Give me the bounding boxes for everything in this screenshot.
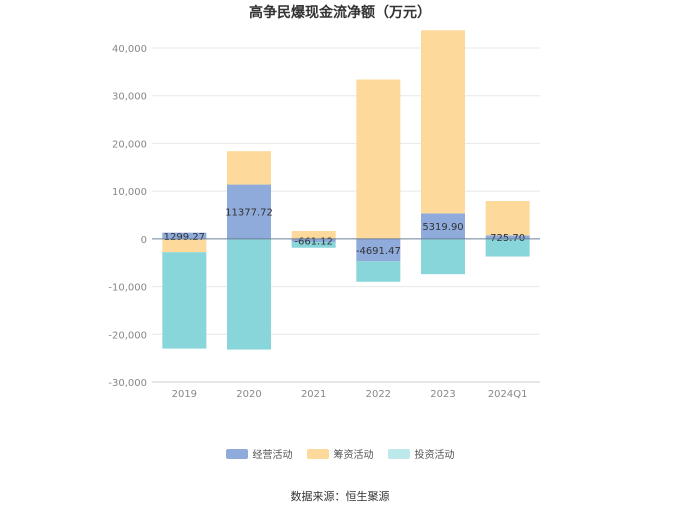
bar-financing	[356, 79, 401, 239]
legend-item-investing[interactable]: 投资活动	[387, 446, 455, 461]
x-tick-label: 2020	[236, 389, 261, 400]
data-label: -4691.47	[356, 246, 401, 257]
bar-investing	[485, 238, 530, 257]
data-label: 11377.72	[225, 208, 273, 219]
legend-label-financing: 筹资活动	[333, 450, 374, 461]
y-tick-label: 20,000	[112, 139, 147, 150]
y-tick-label: -10,000	[108, 283, 147, 294]
y-tick-label: 30,000	[112, 92, 147, 103]
bar-financing	[227, 151, 271, 185]
bar-operating	[421, 213, 465, 239]
bar-financing	[291, 230, 336, 239]
legend-swatch-operating	[225, 448, 248, 459]
legend-item-financing[interactable]: 筹资活动	[306, 446, 374, 461]
bar-financing	[162, 238, 207, 253]
y-tick-label: -20,000	[108, 330, 147, 341]
x-tick-label: 2023	[430, 389, 455, 400]
bar-operating	[162, 232, 207, 239]
bar-financing	[485, 201, 530, 236]
x-tick-label: 2024Q1	[488, 389, 528, 400]
y-tick-label: 40,000	[112, 44, 147, 55]
y-tick-label: 10,000	[112, 187, 147, 198]
chart-legend: 经营活动 筹资活动 投资活动	[0, 446, 680, 461]
x-tick-label: 2022	[366, 389, 391, 400]
chart-source: 数据来源：恒生聚源	[290, 490, 390, 503]
legend-item-operating[interactable]: 经营活动	[225, 446, 293, 461]
bar-financing	[421, 30, 465, 214]
legend-label-investing: 投资活动	[414, 450, 455, 461]
bar-operating	[227, 184, 271, 239]
y-tick-label: -30,000	[108, 378, 147, 389]
bar-operating	[291, 238, 336, 243]
legend-swatch-financing	[306, 448, 329, 459]
bar-investing	[291, 242, 336, 248]
data-label: 5319.90	[422, 222, 463, 233]
x-tick-label: 2021	[301, 389, 326, 400]
bar-operating	[356, 238, 401, 262]
data-label: 1299.27	[164, 232, 205, 243]
bar-investing	[421, 238, 465, 275]
bar-investing	[227, 238, 271, 350]
bar-investing	[356, 261, 401, 282]
legend-label-operating: 经营活动	[252, 450, 293, 461]
data-label: -661.12	[294, 236, 333, 247]
legend-swatch-investing	[387, 448, 410, 459]
bar-operating	[485, 235, 530, 239]
y-tick-label: 0	[141, 235, 147, 246]
chart-title: 高争民爆现金流净额（万元）	[249, 5, 431, 21]
bar-investing	[162, 252, 207, 349]
x-tick-label: 2019	[172, 389, 197, 400]
